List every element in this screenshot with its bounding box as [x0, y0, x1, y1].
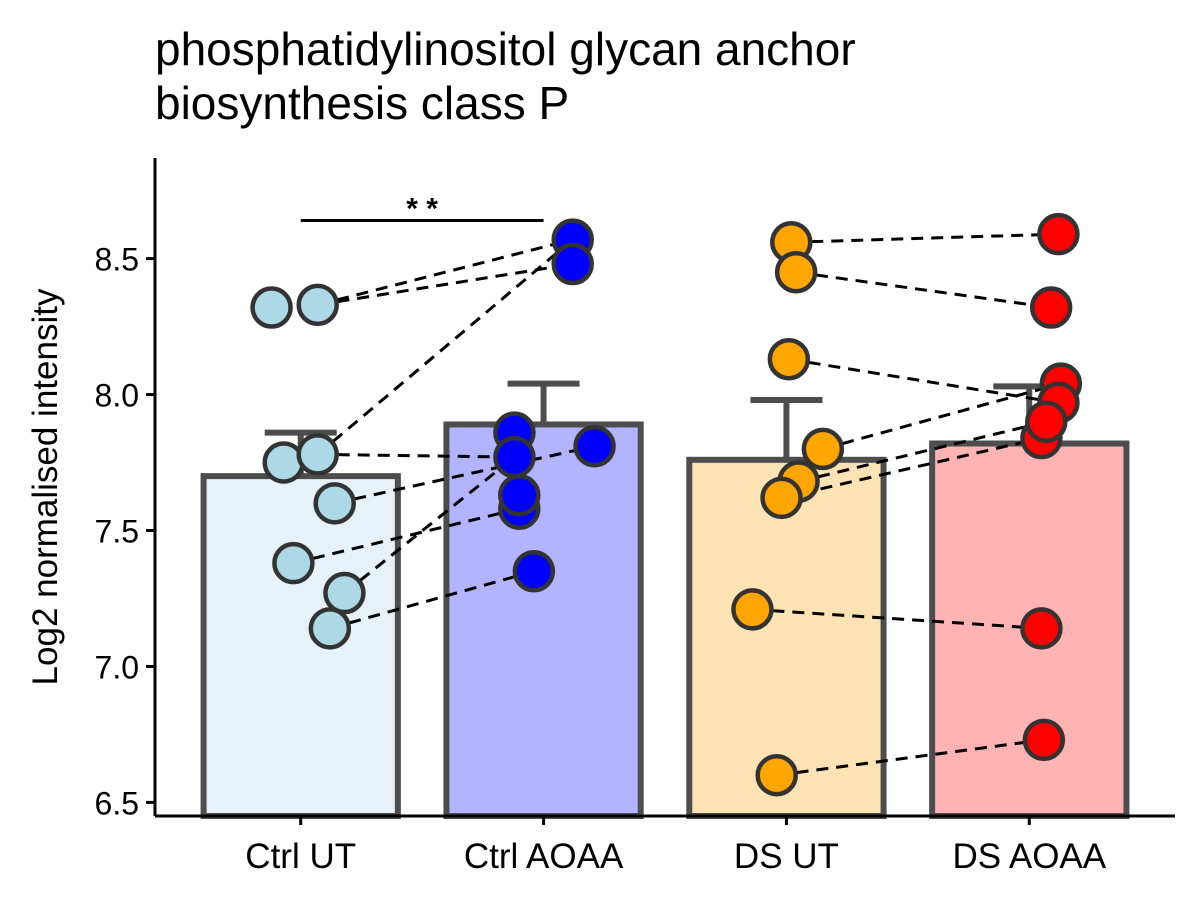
- x-tick-label-0: Ctrl UT: [245, 837, 356, 876]
- x-tick-label-3: DS AOAA: [952, 837, 1106, 876]
- pair-line-4: [334, 444, 595, 505]
- chart-title: phosphatidylinositol glycan anchor biosy…: [155, 22, 856, 130]
- point-1-7: [512, 550, 556, 593]
- y-axis-label: Log2 normalised intensity: [26, 288, 65, 685]
- point-1-6: [498, 473, 541, 517]
- point-2-1: [774, 250, 818, 294]
- y-tick-label-4: 8.5: [95, 242, 139, 278]
- pair-line-9: [795, 270, 1052, 310]
- y-tick-label-1: 7.0: [95, 649, 139, 685]
- x-tick-label-2: DS UT: [734, 837, 839, 876]
- point-2-7: [755, 753, 798, 797]
- axes-layer: 6.5 7.0 7.5 8.0 8.5 Ctrl UT Ctrl AOAA DS UT DS A…: [95, 158, 1175, 876]
- pair-line-15: [776, 738, 1045, 777]
- x-tick-label-1: Ctrl AOAA: [464, 837, 624, 876]
- bar-1: [443, 421, 644, 819]
- y-tick-label-3: 8.0: [95, 378, 139, 414]
- point-0-5: [272, 541, 315, 585]
- pair-line-13: [781, 436, 1042, 500]
- pair-line-14: [752, 607, 1042, 630]
- pair-lines-layer: [293, 232, 1062, 777]
- pair-line-11: [822, 382, 1062, 451]
- pair-line-0: [317, 238, 574, 307]
- point-2-3: [801, 427, 845, 471]
- point-0-7: [308, 607, 352, 650]
- point-1-1: [551, 242, 594, 286]
- pair-line-6: [343, 455, 516, 595]
- pair-line-2: [316, 238, 574, 456]
- point-0-1: [296, 283, 339, 327]
- point-2-6: [731, 588, 774, 631]
- chart-title-line-2: biosynthesis class P: [155, 77, 570, 129]
- pair-line-10: [788, 357, 1059, 405]
- point-1-3: [573, 424, 616, 468]
- y-tick-label-2: 7.5: [95, 514, 139, 550]
- point-3-7: [1022, 718, 1066, 762]
- points-layer: [250, 212, 1083, 797]
- point-1-4: [493, 435, 536, 479]
- pair-line-7: [329, 569, 535, 630]
- pair-line-3: [317, 452, 515, 459]
- point-2-2: [767, 337, 811, 381]
- point-0-3: [296, 433, 339, 476]
- error-bar-1: [507, 380, 580, 425]
- significance-layer: * *: [300, 193, 544, 226]
- point-3-5: [1025, 400, 1068, 443]
- error-bar-2: [750, 396, 823, 460]
- point-0-6: [323, 571, 366, 615]
- chart-title-line-1: phosphatidylinositol glycan anchor: [155, 23, 856, 75]
- point-0-4: [313, 482, 356, 525]
- point-0-2: [262, 441, 305, 484]
- point-3-6: [1020, 607, 1063, 650]
- point-0-0: [250, 286, 293, 329]
- point-3-0: [1037, 212, 1080, 256]
- pair-line-8: [791, 232, 1059, 244]
- point-2-5: [760, 476, 803, 520]
- pair-line-12: [798, 420, 1047, 484]
- pair-line-1: [317, 262, 573, 307]
- point-3-1: [1029, 286, 1073, 329]
- bar-0: [200, 473, 401, 819]
- y-tick-label-0: 6.5: [95, 785, 139, 821]
